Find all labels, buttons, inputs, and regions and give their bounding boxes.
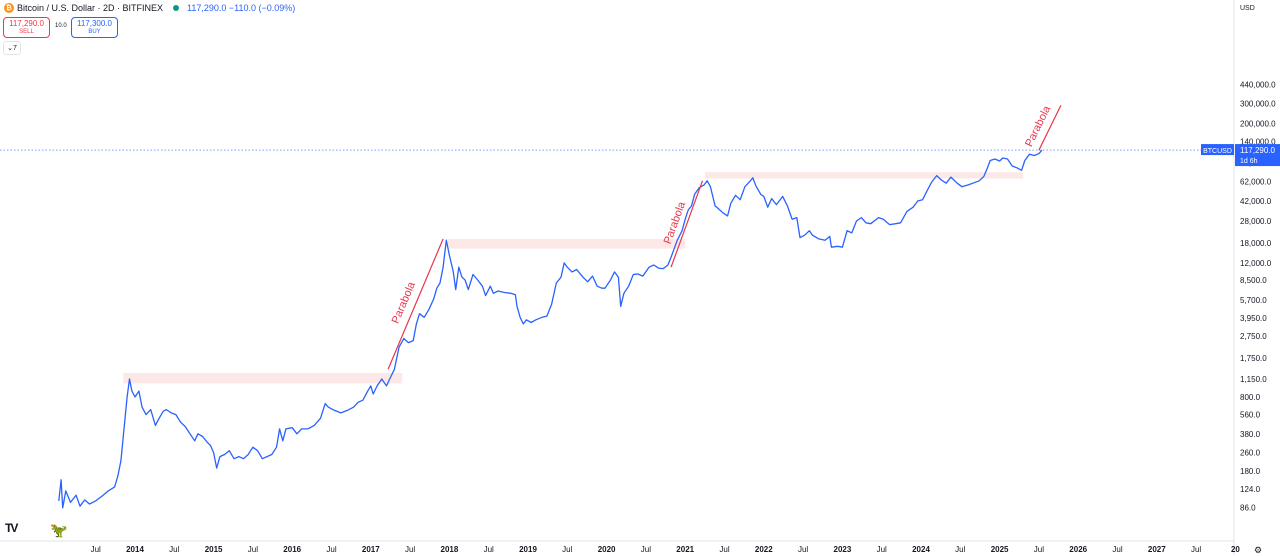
last-price-tag: BTCUSD 117,290.0 1d 6h: [1201, 144, 1280, 167]
price-series-line: [58, 149, 1043, 509]
price-tick-label: 300,000.0: [1240, 100, 1276, 109]
symbol-tag-box: [1201, 144, 1234, 156]
spread-value: 10.0: [55, 23, 67, 29]
symbol-title[interactable]: Bitcoin / U.S. Dollar · 2D · BITFINEX: [17, 3, 164, 13]
tradingview-logo-icon[interactable]: TV: [5, 521, 18, 535]
time-tick-label: 2017: [362, 545, 380, 554]
time-tick-label: 2027: [1148, 545, 1166, 554]
time-tick-label: Jul: [1112, 545, 1122, 554]
time-tick-label: 20: [1231, 545, 1240, 554]
time-tick-label: Jul: [169, 545, 179, 554]
time-tick-label: Jul: [484, 545, 494, 554]
parabola-label: Parabola: [1023, 103, 1054, 149]
price-tick-label: 12,000.0: [1240, 259, 1272, 268]
sell-label: SELL: [19, 28, 34, 35]
resistance-zone: [447, 238, 686, 249]
price-tick-label: 140,000.0: [1240, 137, 1276, 146]
time-tick-label: 2026: [1069, 545, 1087, 554]
resistance-zones: [123, 172, 1024, 384]
bar-countdown: 1d 6h: [1240, 158, 1258, 165]
parabola-line: [670, 180, 704, 268]
price-tick-label: 200,000.0: [1240, 120, 1276, 129]
price-axis[interactable]: 440,000.0300,000.0200,000.0140,000.090,0…: [1240, 81, 1276, 513]
time-tick-label: Jul: [405, 545, 415, 554]
chevron-down-icon: ⌄: [7, 45, 13, 52]
time-tick-label: 2022: [755, 545, 773, 554]
time-tick-label: Jul: [1191, 545, 1201, 554]
time-tick-label: Jul: [798, 545, 808, 554]
price-tick-label: 3,950.0: [1240, 314, 1267, 323]
time-axis[interactable]: Jul 2014 Jul 2015 Jul 2016 Jul 2017 Jul 2018 Jul 20…: [91, 545, 1241, 554]
price-tick-label: 440,000.0: [1240, 81, 1276, 90]
market-status-icon: [173, 5, 180, 11]
time-tick-label: 2021: [676, 545, 694, 554]
price-tick-label: 2,750.0: [1240, 332, 1267, 341]
bitcoin-icon: ₿: [4, 3, 14, 13]
time-tick-label: 2019: [519, 545, 537, 554]
price-tick-label: 124.0: [1240, 485, 1261, 494]
price-tick-label: 380.0: [1240, 430, 1261, 439]
price-tick-label: 18,000.0: [1240, 239, 1272, 248]
time-tick-label: 2025: [991, 545, 1009, 554]
symbol-tag-label: BTCUSD: [1203, 148, 1232, 155]
price-tick-label: 1,750.0: [1240, 354, 1267, 363]
time-tick-label: 2016: [283, 545, 301, 554]
indicators-count: 7: [12, 44, 17, 52]
time-tick-label: Jul: [1034, 545, 1044, 554]
parabola-line: [387, 238, 444, 370]
time-tick-label: Jul: [91, 545, 101, 554]
price-change: 117,290.0 −110.0 (−0.09%): [187, 3, 296, 13]
resistance-zone: [123, 372, 403, 384]
time-tick-label: Jul: [326, 545, 336, 554]
time-tick-label: 2024: [912, 545, 930, 554]
sell-button[interactable]: 117,290.0 SELL: [3, 17, 50, 38]
time-tick-label: Jul: [955, 545, 965, 554]
price-tick-label: 800.0: [1240, 393, 1261, 402]
price-tick-label: 62,000.0: [1240, 178, 1272, 187]
time-tick-label: Jul: [719, 545, 729, 554]
price-tick-label: 560.0: [1240, 411, 1261, 420]
price-tick-label: 1,150.0: [1240, 375, 1267, 384]
dino-icon[interactable]: 🦖: [50, 522, 68, 538]
buy-label: BUY: [88, 28, 101, 35]
time-tick-label: Jul: [877, 545, 887, 554]
time-tick-label: 2018: [441, 545, 459, 554]
price-tick-label: 86.0: [1240, 503, 1256, 512]
price-tick-label: 180.0: [1240, 467, 1261, 476]
time-tick-label: Jul: [641, 545, 651, 554]
axis-currency[interactable]: USD: [1240, 5, 1255, 12]
time-tick-label: 2014: [126, 545, 144, 554]
price-tick-label: 260.0: [1240, 449, 1261, 458]
time-tick-label: 2023: [834, 545, 852, 554]
buy-button[interactable]: 117,300.0 BUY: [71, 17, 118, 38]
gear-icon[interactable]: ⚙: [1254, 545, 1263, 555]
time-tick-label: 2020: [598, 545, 616, 554]
time-tick-label: Jul: [562, 545, 572, 554]
time-tick-label: 2015: [205, 545, 223, 554]
indicators-toggle-button[interactable]: ⌄ 7: [3, 41, 21, 55]
buy-price: 117,300.0: [77, 18, 112, 28]
price-tick-label: 8,500.0: [1240, 276, 1267, 285]
price-tick-label: 42,000.0: [1240, 197, 1272, 206]
price-tick-label: 5,700.0: [1240, 296, 1267, 305]
price-tag-value: 117,290.0: [1240, 146, 1276, 155]
parabola-label: Parabola: [390, 279, 419, 325]
time-tick-label: Jul: [248, 545, 258, 554]
sell-price: 117,290.0: [9, 18, 44, 28]
symbol-header: ₿ Bitcoin / U.S. Dollar · 2D · BITFINEX …: [4, 3, 295, 13]
parabola-line: [1038, 104, 1062, 151]
price-tick-label: 28,000.0: [1240, 217, 1272, 226]
resistance-zone: [704, 172, 1024, 179]
price-tag-box: [1235, 144, 1280, 167]
